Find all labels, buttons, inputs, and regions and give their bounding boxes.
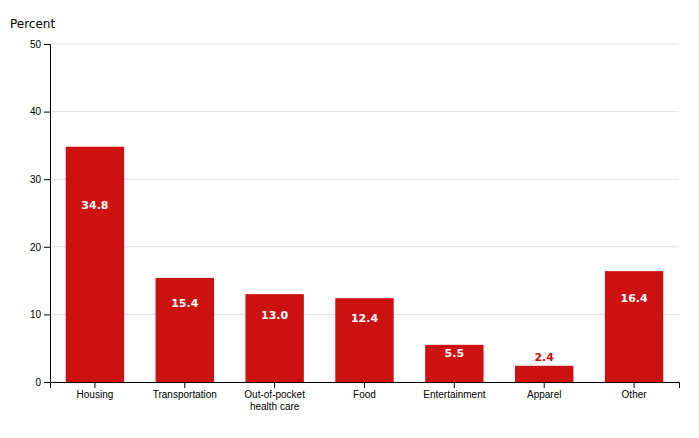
bar: [605, 271, 663, 382]
data-label: 15.4: [171, 297, 198, 310]
x-tick-mark: [274, 382, 275, 388]
x-tick-mark: [544, 382, 545, 388]
x-tick: Entertainment: [423, 382, 485, 400]
y-axis-title: Percent: [10, 17, 55, 31]
y-tick: 50: [30, 39, 50, 50]
bar: [245, 294, 303, 382]
plot: 0 10 20 30 40 50 Housing Transportation Out-of-p…: [30, 39, 680, 412]
y-tick-label: 10: [30, 309, 42, 320]
grid-line: [50, 44, 679, 45]
x-tick-label: Housing: [77, 389, 114, 400]
y-tick-mark: [44, 112, 50, 113]
x-tick: Out-of-pockethealth care: [244, 382, 305, 412]
x-tick-mark: [634, 382, 635, 388]
x-tick-label-line: Housing: [77, 389, 114, 400]
y-tick: 30: [30, 174, 50, 185]
x-tick: Food: [353, 382, 376, 400]
data-label: 12.4: [351, 312, 378, 325]
x-tick-label-line: Apparel: [527, 389, 561, 400]
bars: [66, 147, 664, 382]
x-tick-label: Entertainment: [423, 389, 485, 400]
x-tick: Housing: [77, 382, 114, 400]
x-tick-mark: [184, 382, 185, 388]
x-axis: Housing Transportation Out-of-pockethealth…: [51, 382, 680, 412]
data-label: 13.0: [261, 309, 288, 322]
grid-line: [50, 111, 679, 112]
y-tick-mark: [44, 314, 50, 315]
y-tick: 0: [35, 377, 50, 388]
bar: [335, 298, 393, 382]
x-tick-label-line: Entertainment: [423, 389, 485, 400]
y-tick-label: 20: [30, 242, 42, 253]
bar: [156, 278, 214, 382]
y-tick-label: 30: [30, 174, 42, 185]
bar: [66, 147, 124, 382]
y-tick-label: 0: [35, 377, 41, 388]
grid-line: [50, 179, 679, 180]
x-tick-mark: [454, 382, 455, 388]
y-tick-label: 50: [30, 39, 42, 50]
x-tick: Other: [622, 382, 648, 400]
x-tick: Transportation: [153, 382, 217, 400]
y-tick: 40: [30, 106, 50, 117]
x-tick-mark: [364, 382, 365, 388]
y-tick-mark: [44, 179, 50, 180]
data-label: 5.5: [445, 347, 465, 360]
y-tick: 20: [30, 242, 50, 253]
x-tick-label-line: Out-of-pocket: [244, 389, 305, 400]
x-tick-label: Out-of-pockethealth care: [244, 389, 305, 412]
x-tick-mark: [94, 382, 95, 388]
chart: 0 10 20 30 40 50 Housing Transportation Out-of-p…: [0, 0, 699, 438]
data-label: 16.4: [621, 292, 648, 305]
x-axis-line: [51, 383, 680, 389]
x-tick-label: Food: [353, 389, 376, 400]
data-label: 2.4: [534, 351, 554, 364]
x-tick: Apparel: [527, 382, 561, 400]
x-tick-label: Other: [622, 389, 648, 400]
bar: [515, 366, 573, 382]
y-tick-label: 40: [30, 106, 42, 117]
bar: [425, 345, 483, 382]
x-tick-label-line: Transportation: [153, 389, 217, 400]
x-tick-label: Apparel: [527, 389, 561, 400]
x-tick-label-line: health care: [250, 401, 300, 412]
y-axis: 0 10 20 30 40 50: [30, 39, 51, 388]
y-tick: 10: [30, 309, 50, 320]
grid: [50, 44, 679, 382]
y-axis-line: [44, 45, 51, 383]
x-tick-label: Transportation: [153, 389, 217, 400]
y-tick-mark: [44, 44, 50, 45]
y-tick-mark: [44, 247, 50, 248]
y-tick-mark: [44, 382, 50, 383]
x-tick-label-line: Food: [353, 389, 376, 400]
data-labels: 34.8 15.4 13.0 12.4 5.5 2.4 16.4: [81, 199, 648, 364]
x-tick-label-line: Other: [622, 389, 648, 400]
grid-line: [50, 246, 679, 247]
data-label: 34.8: [81, 199, 108, 212]
